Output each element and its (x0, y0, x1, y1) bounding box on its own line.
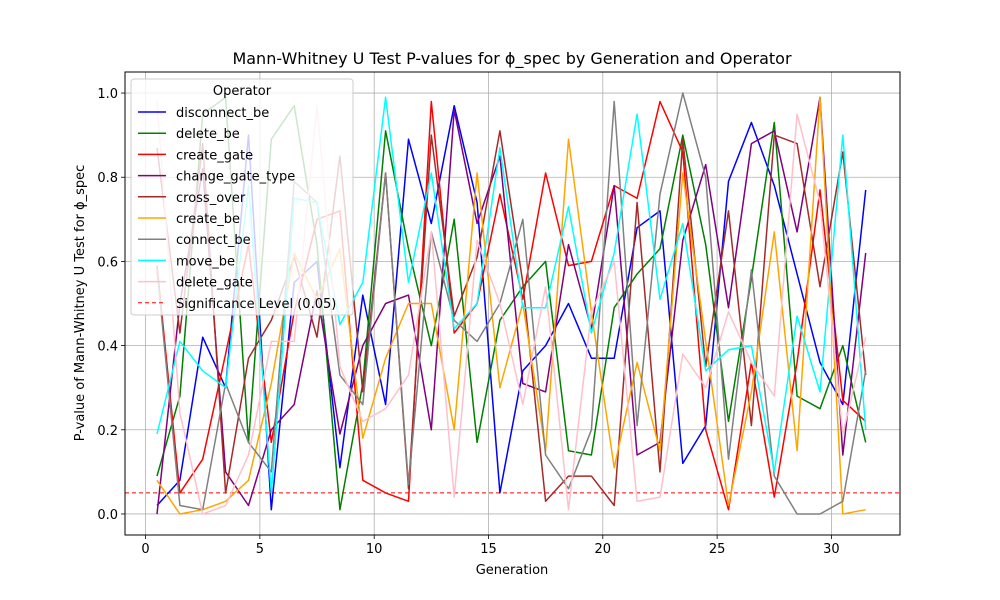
series-line-delete-gate (156, 101, 867, 515)
x-axis-label: Generation (476, 563, 549, 578)
x-tick-label: 10 (366, 542, 383, 557)
x-tick-label: 5 (256, 542, 264, 557)
legend-frame (130, 78, 354, 316)
y-tick-label: 1.0 (97, 87, 118, 102)
legend-label: create_be (176, 212, 240, 227)
series-line-connect-be (156, 92, 867, 515)
y-tick-label: 0.0 (97, 508, 118, 523)
series-line-disconnect-be (156, 104, 867, 511)
legend-label: delete_be (176, 127, 240, 142)
y-tick-label: 0.8 (97, 171, 118, 186)
y-tick-label: 0.6 (97, 255, 118, 270)
legend: Operator disconnect_be delete_be create_ga… (130, 78, 354, 316)
series-line-create-be (156, 96, 866, 515)
legend-label: move_be (176, 254, 235, 269)
x-tick-label: 25 (709, 542, 726, 557)
legend-title: Operator (213, 84, 272, 99)
legend-label: cross_over (176, 191, 246, 206)
x-tick-label: 30 (823, 542, 840, 557)
chart-title: Mann-Whitney U Test P-values for ϕ_spec … (232, 49, 792, 69)
legend-label: Significance Level (0.05) (176, 297, 336, 312)
x-tick-label: 15 (480, 542, 497, 557)
y-tick-label: 0.4 (97, 340, 118, 355)
x-tick-label: 0 (141, 542, 149, 557)
legend-label: delete_gate (176, 276, 253, 291)
ticks: 0 5 10 15 20 25 30 0.0 0.2 0.4 0.6 0.8 1.0 (97, 87, 839, 557)
x-tick-label: 20 (595, 542, 612, 557)
legend-label: change_gate_type (176, 170, 295, 185)
y-axis-label: P-value of Mann-Whitney U Test for ϕ_spe… (73, 165, 88, 442)
legend-label: connect_be (176, 233, 251, 248)
plot-frame (124, 71, 901, 536)
legend-label: create_gate (176, 148, 253, 163)
legend-label: disconnect_be (176, 106, 269, 121)
y-tick-label: 0.2 (97, 424, 118, 439)
series-line-move-be (156, 96, 867, 494)
